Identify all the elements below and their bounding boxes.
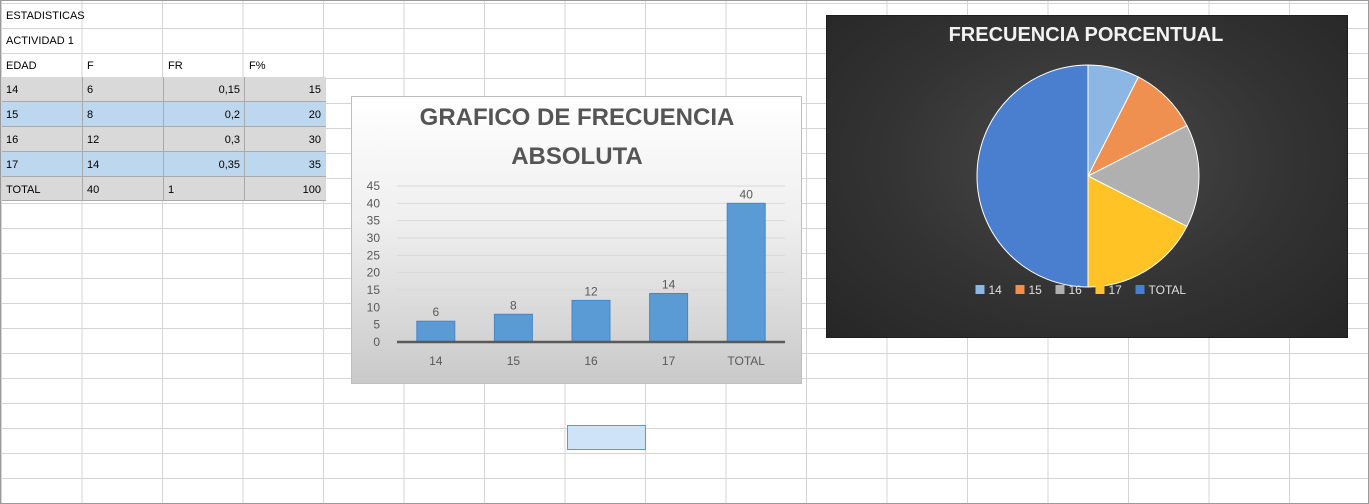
header-f[interactable]: F xyxy=(87,60,94,72)
pie-chart-svg: FRECUENCIA PORCENTUAL 14 15 16 17 TOTAL xyxy=(949,24,1224,297)
bar-14[interactable] xyxy=(416,320,456,343)
bar-x-tick-label: 14 xyxy=(429,354,443,368)
cell-fpct[interactable]: 100 xyxy=(302,184,321,196)
bar-y-tick-label: 10 xyxy=(367,300,381,314)
pie-legend-swatch xyxy=(1135,285,1145,294)
row-divider xyxy=(2,126,326,127)
bar-x-tick-label: TOTAL xyxy=(727,354,765,368)
cell-fpct[interactable]: 30 xyxy=(308,134,321,146)
bar-y-tick-label: 20 xyxy=(367,266,381,280)
bar-17[interactable] xyxy=(649,292,689,343)
cell-f[interactable]: 40 xyxy=(87,184,100,196)
cell-fr[interactable]: 0,35 xyxy=(218,159,240,171)
table-row-bg xyxy=(2,152,326,176)
selected-cell[interactable] xyxy=(567,425,646,450)
bar-16[interactable] xyxy=(571,299,611,343)
pie-legend-swatch xyxy=(975,285,985,294)
bar-data-label: 8 xyxy=(510,298,517,312)
col-divider xyxy=(163,77,164,201)
cell-fr[interactable]: 0,3 xyxy=(224,134,240,146)
cell-edad[interactable]: 16 xyxy=(6,134,19,146)
pie-chart-title: FRECUENCIA PORCENTUAL xyxy=(949,24,1224,46)
bar-x-tick-label: 16 xyxy=(584,354,598,368)
table-row-bg xyxy=(2,102,326,126)
bar-y-tick-label: 15 xyxy=(367,283,381,297)
cell-fpct[interactable]: 15 xyxy=(308,84,321,96)
bar-chart[interactable]: GRAFICO DE FRECUENCIA ABSOLUTA 0 5 10 15 20 2… xyxy=(351,96,802,384)
table-row-bg xyxy=(2,127,326,151)
pie-slice-TOTAL[interactable] xyxy=(976,64,1089,288)
row-divider xyxy=(2,200,326,201)
header-edad[interactable]: EDAD xyxy=(6,60,37,72)
bar-data-label: 12 xyxy=(584,284,598,298)
cell-fpct[interactable]: 35 xyxy=(308,159,321,171)
cell-edad[interactable]: 17 xyxy=(6,159,19,171)
bar-y-tick-label: 45 xyxy=(367,179,381,193)
header-fpct[interactable]: F% xyxy=(249,60,266,72)
bar-x-tick-label: 17 xyxy=(662,354,676,368)
sheet-subtitle[interactable]: ACTIVIDAD 1 xyxy=(6,35,74,47)
cell-f[interactable]: 6 xyxy=(87,84,94,96)
header-fr[interactable]: FR xyxy=(168,60,183,72)
pie-legend-label: 17 xyxy=(1109,283,1123,297)
pie-legend-label: 16 xyxy=(1069,283,1083,297)
cell-f[interactable]: 14 xyxy=(87,159,100,171)
cell-fr[interactable]: 0,2 xyxy=(224,109,240,121)
bar-data-label: 6 xyxy=(432,305,439,319)
cell-fr[interactable]: 0,15 xyxy=(218,84,240,96)
bar-y-tick-label: 0 xyxy=(373,335,380,349)
cell-f[interactable]: 8 xyxy=(87,109,94,121)
bar-y-tick-label: 30 xyxy=(367,231,381,245)
pie-legend-label: 15 xyxy=(1029,283,1043,297)
bar-y-tick-label: 35 xyxy=(367,214,381,228)
row-divider xyxy=(2,151,326,152)
bar-data-label: 40 xyxy=(740,187,754,201)
bar-x-tick-label: 15 xyxy=(507,354,521,368)
bar-y-tick-label: 40 xyxy=(367,196,381,210)
pie-legend-label: TOTAL xyxy=(1149,283,1187,297)
col-divider xyxy=(82,77,83,201)
cell-fpct[interactable]: 20 xyxy=(308,109,321,121)
bar-data-label: 14 xyxy=(662,277,676,291)
row-divider xyxy=(2,176,326,177)
bar-chart-title-line-2: ABSOLUTA xyxy=(511,143,643,170)
sheet-title[interactable]: ESTADISTICAS xyxy=(6,10,85,22)
col-divider xyxy=(244,77,245,201)
table-row-bg xyxy=(2,77,326,101)
cell-edad[interactable]: TOTAL xyxy=(6,184,41,196)
table-row-bg xyxy=(2,177,326,201)
bar-y-tick-label: 25 xyxy=(367,248,381,262)
pie-chart[interactable]: FRECUENCIA PORCENTUAL 14 15 16 17 TOTAL xyxy=(826,15,1348,338)
pie-slice-16[interactable] xyxy=(1086,124,1200,228)
bar-15[interactable] xyxy=(493,313,533,343)
pie-legend-label: 14 xyxy=(989,283,1003,297)
row-divider xyxy=(2,101,326,102)
bar-y-tick-label: 5 xyxy=(373,318,380,332)
pie-legend-swatch xyxy=(1095,285,1105,294)
pie-legend-swatch xyxy=(1055,285,1065,294)
bar-chart-svg: GRAFICO DE FRECUENCIA ABSOLUTA 0 5 10 15 20 2… xyxy=(367,104,785,368)
cell-f[interactable]: 12 xyxy=(87,134,100,146)
pie-legend-swatch xyxy=(1015,285,1025,294)
bar-chart-title-line-1: GRAFICO DE FRECUENCIA xyxy=(420,104,735,131)
cell-edad[interactable]: 14 xyxy=(6,84,19,96)
cell-fr[interactable]: 1 xyxy=(168,184,175,196)
cell-edad[interactable]: 15 xyxy=(6,109,19,121)
bar-TOTAL[interactable] xyxy=(726,202,766,343)
